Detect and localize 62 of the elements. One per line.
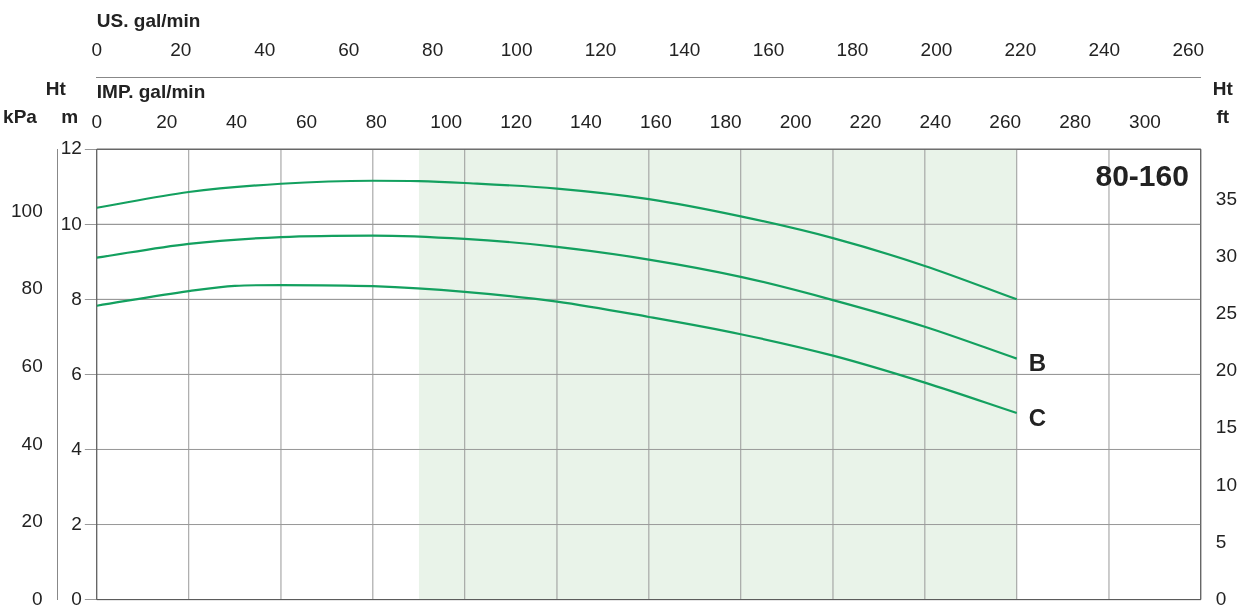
- y-tick-label: 4: [71, 437, 83, 459]
- x-tick-label: 40: [226, 111, 248, 133]
- x-tick-label: 200: [779, 111, 812, 133]
- y-tick-label: 10: [60, 212, 82, 234]
- y2-tick-label: 5: [1215, 530, 1227, 552]
- x-tick-label: 60: [295, 111, 318, 133]
- x-tick-label: 120: [500, 111, 532, 133]
- x2-tick-label: 80: [422, 39, 444, 61]
- y3-axis-title: kPa: [3, 105, 38, 127]
- x2-tick-label: 120: [584, 39, 617, 61]
- x2-tick-label: 200: [920, 39, 953, 61]
- x-tick-label: 20: [156, 111, 178, 133]
- y3-tick-label: 20: [21, 510, 43, 532]
- y-tick-label: 2: [71, 512, 82, 534]
- x-tick-label: 80: [365, 111, 387, 133]
- y2-tick-label: 35: [1215, 187, 1238, 209]
- y3-tick-label: 100: [11, 199, 43, 221]
- y2-tick-label: 0: [1215, 587, 1227, 609]
- x-tick-label: 0: [91, 111, 103, 133]
- x2-axis-title: US. gal/min: [96, 9, 201, 31]
- x-tick-label: 240: [919, 111, 952, 133]
- x-tick-label: 300: [1129, 111, 1161, 133]
- y3-tick-label: 0: [32, 587, 43, 609]
- line-series: [96, 179, 1018, 301]
- x2-tick-label: 180: [836, 39, 869, 61]
- y2-tick-label: 20: [1215, 359, 1238, 381]
- x-tick-label: 180: [709, 111, 742, 133]
- y-axis-title: Ht m: [45, 77, 79, 127]
- line-series: [96, 234, 1018, 360]
- y2-tick-label: 15: [1215, 416, 1238, 438]
- y2-axis-title: Ht ft: [1212, 77, 1234, 127]
- x-axis-title: IMP. gal/min: [96, 81, 206, 103]
- x-tick-label: 100: [430, 111, 463, 133]
- x-tick-label: 260: [989, 111, 1022, 133]
- x-tick-label: 280: [1059, 111, 1091, 133]
- y-tick-label: 6: [71, 362, 82, 384]
- x2-tick-label: 220: [1004, 39, 1037, 61]
- y-tick-label: 0: [71, 587, 82, 609]
- y3-tick-label: 40: [21, 432, 43, 454]
- x-tick-label: 220: [849, 111, 882, 133]
- line-series: [96, 283, 1018, 415]
- y2-tick-label: 25: [1215, 302, 1238, 324]
- x-tick-label: 160: [639, 111, 672, 133]
- y2-tick-label: 10: [1215, 473, 1238, 495]
- y3-tick-label: 60: [21, 354, 43, 376]
- x2-tick-label: 160: [752, 39, 785, 61]
- x2-tick-label: 140: [668, 39, 701, 61]
- x2-tick-label: 240: [1088, 39, 1121, 61]
- series-label: C: [1028, 403, 1047, 431]
- x2-tick-label: 60: [338, 39, 360, 61]
- y3-tick-label: 80: [21, 277, 43, 299]
- x2-tick-label: 20: [170, 39, 192, 61]
- y-tick-label: 12: [60, 137, 82, 159]
- y2-tick-label: 30: [1215, 244, 1238, 266]
- chart-title: 80-160: [1095, 159, 1189, 193]
- x2-tick-label: 40: [254, 39, 276, 61]
- x2-tick-label: 260: [1172, 39, 1205, 61]
- x2-tick-label: 100: [500, 39, 533, 61]
- y-tick-label: 8: [71, 287, 82, 309]
- x2-tick-label: 0: [91, 39, 103, 61]
- series-label: B: [1028, 349, 1047, 377]
- x-tick-label: 140: [570, 111, 602, 133]
